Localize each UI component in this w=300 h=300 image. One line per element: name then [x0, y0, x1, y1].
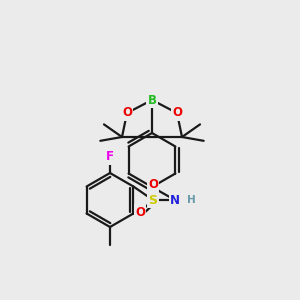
Text: O: O	[122, 106, 132, 119]
Text: H: H	[187, 195, 195, 205]
Text: O: O	[148, 178, 158, 190]
Text: B: B	[148, 94, 157, 106]
Text: S: S	[148, 194, 158, 206]
Text: N: N	[170, 194, 180, 206]
Text: O: O	[172, 106, 182, 119]
Text: F: F	[106, 151, 114, 164]
Text: O: O	[135, 206, 145, 218]
